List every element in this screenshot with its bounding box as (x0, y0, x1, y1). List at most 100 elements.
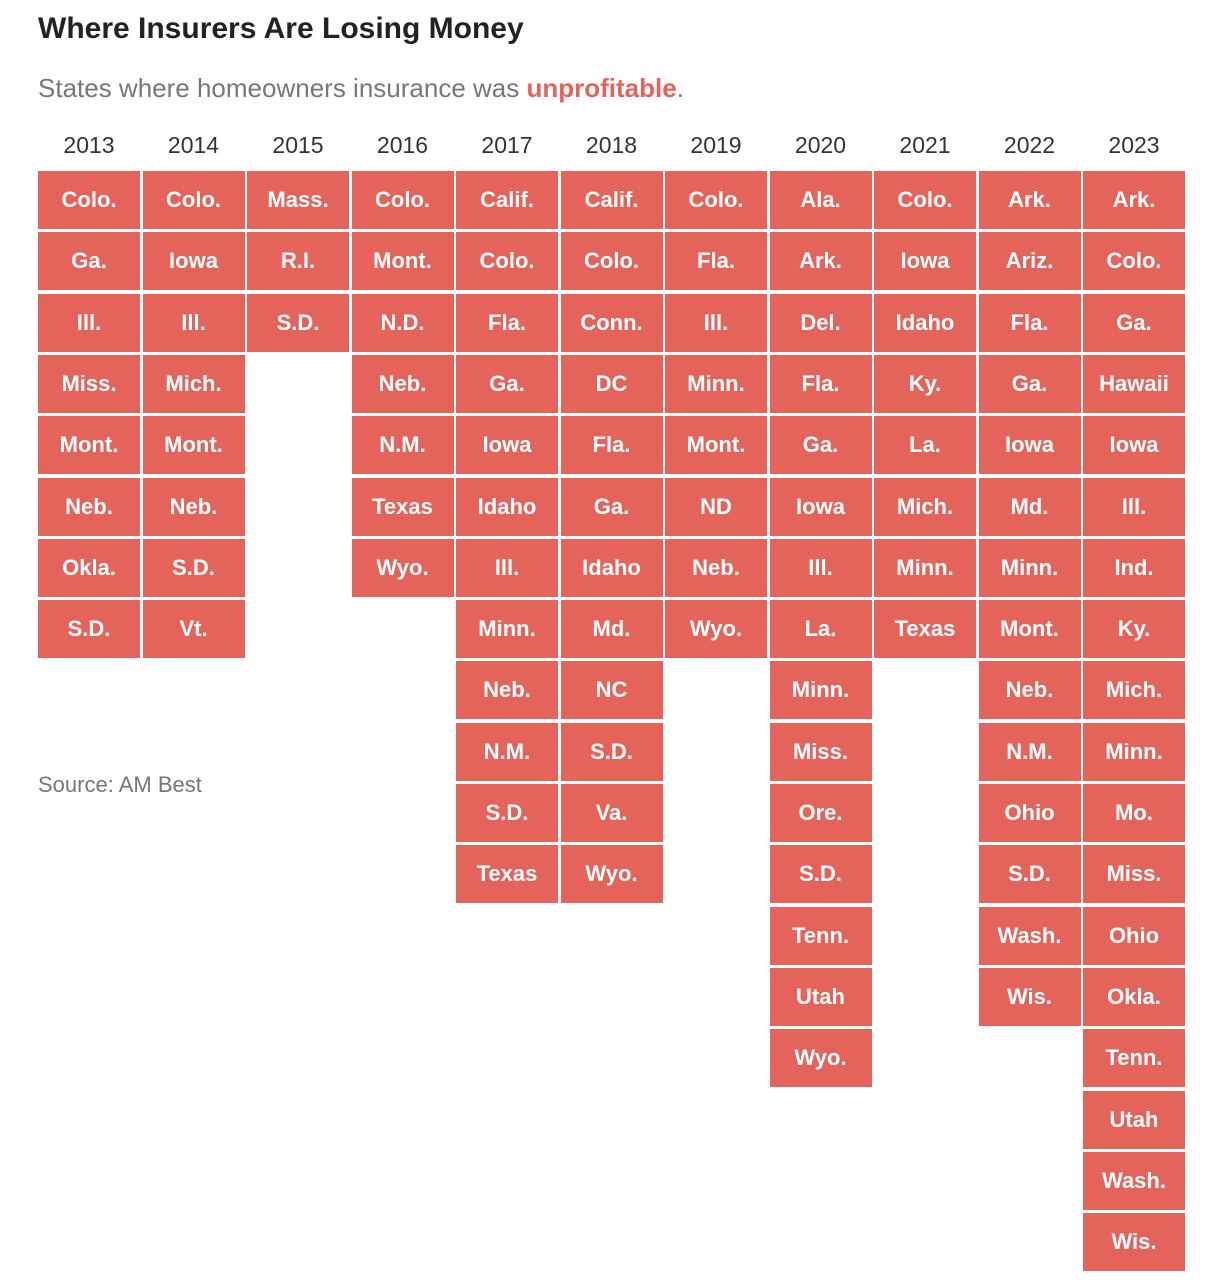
state-cell: Utah (769, 967, 872, 1026)
state-cell: Colo. (1083, 232, 1185, 291)
year-label: 2020 (794, 132, 847, 158)
subtitle: States where homeowners insurance was un… (38, 73, 684, 104)
state-cell: Ohio (1083, 906, 1185, 965)
state-cell: N.M. (456, 722, 558, 781)
state-cell: Wash. (1083, 1151, 1185, 1210)
state-cell: S.D. (769, 845, 872, 904)
state-cell: Colo. (560, 232, 663, 291)
state-cell: Ala. (769, 171, 872, 229)
state-cell: Texas (351, 477, 454, 536)
state-cell: Texas (874, 600, 976, 659)
subtitle-text: States where homeowners insurance was (38, 73, 527, 103)
year-label: 2016 (376, 132, 429, 158)
state-cell: Mont. (142, 416, 245, 475)
state-cell: Ga. (978, 354, 1081, 413)
state-cell: Ga. (456, 354, 558, 413)
state-cell: Iowa (456, 416, 558, 475)
year-label: 2023 (1108, 132, 1160, 158)
state-cell: Ariz. (978, 232, 1081, 291)
state-cell: Wyo. (560, 845, 663, 904)
state-cell: Tenn. (1083, 1029, 1185, 1088)
state-cell: Wash. (978, 906, 1081, 965)
year-label: 2014 (167, 132, 220, 158)
state-cell: Conn. (560, 293, 663, 352)
state-cell: Mont. (351, 232, 454, 291)
state-cell: Miss. (769, 722, 872, 781)
state-cell: Neb. (142, 477, 245, 536)
state-cell: Colo. (874, 171, 976, 229)
state-cell: Mont. (978, 600, 1081, 659)
state-cell: Miss. (38, 354, 140, 413)
state-cell: Ark. (769, 232, 872, 291)
state-cell: Neb. (456, 661, 558, 720)
state-cell: S.D. (38, 600, 140, 659)
state-cell: Mont. (665, 416, 767, 475)
state-cell: Mo. (1083, 784, 1185, 842)
state-cell: Okla. (1083, 967, 1185, 1026)
state-cell: Fla. (665, 232, 767, 291)
state-cell: Ark. (1083, 171, 1185, 229)
state-cell: Neb. (665, 538, 767, 597)
state-cell: Ga. (38, 232, 140, 291)
state-cell: S.D. (560, 722, 663, 781)
state-cell: S.D. (456, 784, 558, 842)
state-cell: Colo. (38, 171, 140, 229)
state-cell: Fla. (769, 354, 872, 413)
state-cell: Del. (769, 293, 872, 352)
state-cell: Idaho (456, 477, 558, 536)
state-cell: Ohio (978, 784, 1081, 842)
state-cell: Fla. (456, 293, 558, 352)
state-cell: Iowa (1083, 416, 1185, 475)
state-cell: ND (665, 477, 767, 536)
state-cell: Ill. (769, 538, 872, 597)
state-cell: Minn. (874, 538, 976, 597)
state-cell: Wyo. (665, 600, 767, 659)
state-cell: Ga. (769, 416, 872, 475)
state-cell: Wis. (1083, 1213, 1185, 1272)
state-cell: Calif. (560, 171, 663, 229)
state-cell: Mich. (142, 354, 245, 413)
subtitle-highlight: unprofitable (526, 73, 677, 103)
state-cell: Texas (456, 845, 558, 904)
state-cell: Idaho (874, 293, 976, 352)
state-cell: Iowa (874, 232, 976, 291)
state-cell: Wis. (978, 967, 1081, 1026)
state-cell: Ore. (769, 784, 872, 842)
state-cell: Okla. (38, 538, 140, 597)
state-cell: Idaho (560, 538, 663, 597)
state-cell: Mass. (247, 171, 349, 229)
state-cell: Ga. (560, 477, 663, 536)
state-cell: Mont. (38, 416, 140, 475)
state-cell: Ill. (665, 293, 767, 352)
state-cell: N.M. (978, 722, 1081, 781)
state-cell: NC (560, 661, 663, 720)
state-cell: Iowa (769, 477, 872, 536)
state-cell: Ark. (978, 171, 1081, 229)
state-cell: Iowa (978, 416, 1081, 475)
state-cell: Vt. (142, 600, 245, 659)
state-cell: Neb. (351, 354, 454, 413)
subtitle-text: . (676, 73, 684, 103)
state-cell: Miss. (1083, 845, 1185, 904)
state-cell: Fla. (560, 416, 663, 475)
title: Where Insurers Are Losing Money (38, 12, 524, 45)
state-cell: Colo. (351, 171, 454, 229)
state-cell: Neb. (978, 661, 1081, 720)
state-cell: Ill. (1083, 477, 1185, 536)
state-cell: Minn. (665, 354, 767, 413)
state-cell: R.I. (247, 232, 349, 291)
state-cell: Ill. (38, 293, 140, 352)
state-cell: La. (874, 416, 976, 475)
state-cell: Hawaii (1083, 354, 1185, 413)
state-cell: S.D. (247, 293, 349, 352)
year-label: 2019 (690, 132, 742, 158)
state-cell: Neb. (38, 477, 140, 536)
state-cell: Ga. (1083, 293, 1185, 352)
state-cell: Minn. (769, 661, 872, 720)
state-cell: Calif. (456, 171, 558, 229)
state-cell: Ind. (1083, 538, 1185, 597)
state-cell: S.D. (142, 538, 245, 597)
state-cell: Minn. (1083, 722, 1185, 781)
state-cell: Mich. (1083, 661, 1185, 720)
state-cell: Ill. (456, 538, 558, 597)
